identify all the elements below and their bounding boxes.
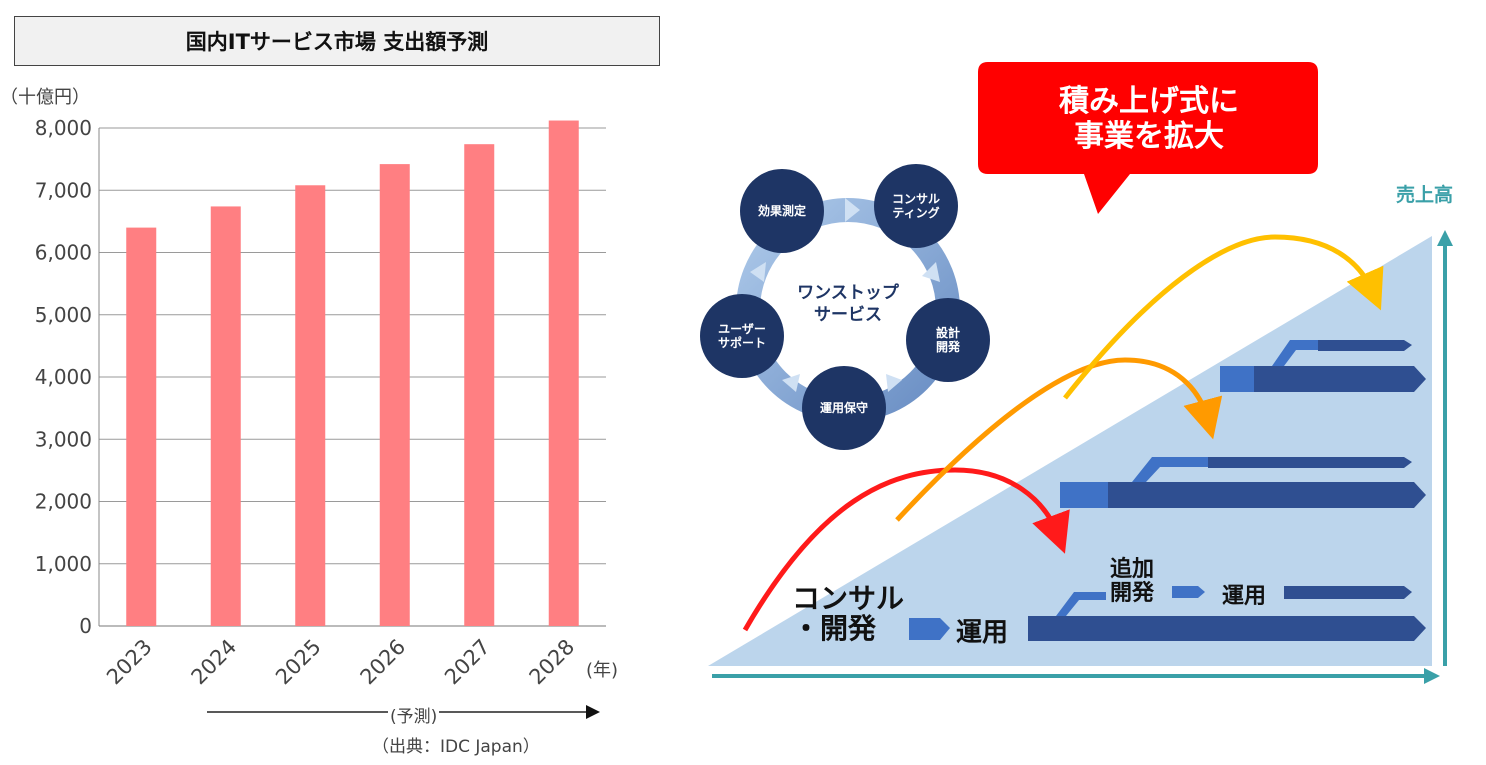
stage3-branch [1272, 340, 1320, 366]
forecast-label: (予測) [388, 702, 440, 727]
bar-2027 [464, 144, 495, 626]
stage1-upper-bar [1284, 586, 1412, 599]
callout-bubble [978, 62, 1318, 214]
cycle-arrow-1 [845, 198, 860, 222]
cycle-arrow-5 [750, 262, 766, 282]
one-stop-service-label: ワンストップ サービス [797, 283, 899, 325]
vertical-axis-arrowhead [1437, 230, 1453, 246]
stage2-branch [1132, 457, 1210, 482]
cycle-arrow-4 [782, 374, 800, 392]
y-tick-label: 5,000 [35, 303, 92, 327]
chart-bars [126, 120, 579, 627]
stage1-add-dev-branch [1056, 592, 1106, 616]
bar-2023 [126, 227, 157, 626]
circle-user-support [700, 294, 784, 378]
circle-design-development [906, 298, 990, 382]
bar-2025 [295, 185, 326, 626]
y-tick-label: 1,000 [35, 552, 92, 576]
y-tick-label: 2,000 [35, 490, 92, 514]
horizontal-axis-arrowhead [1424, 668, 1440, 684]
chart-gridlines [99, 127, 606, 627]
cycle-label-consulting: コンサル ティング [891, 192, 940, 220]
stage2-start-block [1060, 482, 1108, 508]
stage1-main-bar [1028, 616, 1426, 641]
circle-consulting [874, 164, 958, 248]
stage-additional-dev-label: 追加 開発 [1110, 557, 1155, 606]
y-axis-unit: （十億円） [0, 87, 90, 108]
y-tick-label: 0 [79, 614, 92, 638]
stage-consult-dev-label: コンサル ・開発 [792, 582, 905, 645]
red-growth-arrow [742, 467, 1070, 632]
y-tick-label: 7,000 [35, 178, 92, 202]
stage2-main-bar [1108, 482, 1426, 508]
sales-axis-label: 売上高 [1396, 184, 1454, 206]
y-tick-label: 6,000 [35, 241, 92, 265]
cycle-arrow-3 [886, 374, 902, 392]
callout-text: 積み上げ式に 事業を拡大 [1059, 84, 1239, 154]
stage2-upper-bar [1208, 457, 1412, 468]
yellow-growth-arrow [1063, 234, 1384, 400]
stage-ops2-label: 運用 [1222, 584, 1267, 609]
forecast-arrow-head [586, 705, 600, 719]
y-tick-label: 3,000 [35, 427, 92, 451]
growth-triangle [708, 236, 1432, 666]
cycle-label-effect-measurement: 効果測定 [757, 204, 806, 218]
circle-effect-measurement [740, 169, 824, 253]
stage3-main-bar [1254, 366, 1426, 392]
source-note: （出典：IDC Japan） [372, 737, 540, 757]
chart-title: 国内ITサービス市場 支出額予測 [14, 16, 660, 66]
cycle-arrow-2 [922, 262, 940, 282]
y-tick-label: 8,000 [35, 116, 92, 140]
cycle-label-user-support: ユーザー サポート [717, 322, 766, 350]
bar-2028 [548, 120, 579, 626]
cycle-label-design-development: 設計 開発 [935, 326, 960, 354]
x-axis-unit: (年) [586, 660, 619, 681]
orange-growth-arrow [895, 357, 1223, 522]
bar-2024 [210, 206, 241, 626]
stage1-ops2-chevron [1172, 586, 1205, 598]
y-axis-ticks: 0 1,000 2,000 3,000 4,000 5,000 6,000 7,000 8,00… [35, 116, 92, 638]
circle-operation-maintenance [802, 366, 886, 450]
stage-ops-label: 運用 [956, 618, 1009, 648]
cycle-label-operation-maintenance: 運用保守 [819, 401, 868, 415]
stage3-upper-bar [1318, 340, 1412, 351]
stage1-ops-chevron [909, 618, 950, 640]
y-tick-label: 4,000 [35, 365, 92, 389]
bar-2026 [379, 164, 410, 627]
stage3-start-block [1220, 366, 1254, 392]
